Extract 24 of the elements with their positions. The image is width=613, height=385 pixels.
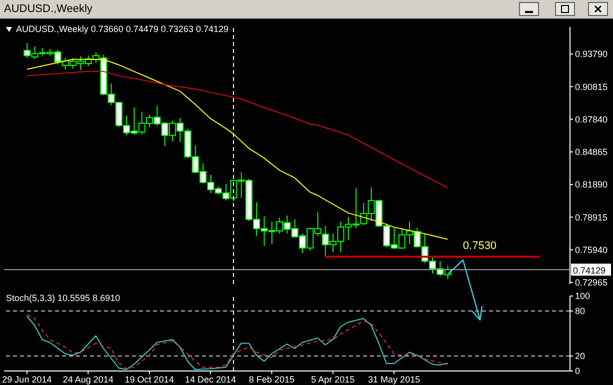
- y-tick-label: 0.84865: [575, 147, 608, 158]
- chart-subtitle: AUDUSD.,Weekly 0.73660 0.74479 0.73263 0.74129: [16, 24, 228, 34]
- annotation: 0.7530: [462, 240, 497, 252]
- chart-title: AUDUSD.,Weekly: [4, 3, 92, 15]
- y-tick-label: 80: [575, 306, 586, 316]
- x-tick-label: 31 May 2015: [368, 374, 420, 384]
- x-tick-label: 8 Feb 2015: [248, 374, 294, 384]
- ref-line-label: 0.74129: [573, 266, 606, 276]
- y-tick-label: 0.87840: [575, 114, 608, 124]
- y-tick-label: 0: [575, 366, 580, 376]
- chart-title: Stoch(5,3,3) 10.5595 8.6910: [6, 293, 120, 303]
- y-tick-label: 0.72965: [575, 278, 608, 288]
- y-tick-label: 0.81890: [575, 180, 608, 190]
- y-tick-label: 0.93790: [575, 49, 608, 60]
- x-tick-label: 29 Jun 2014: [2, 374, 52, 384]
- y-tick-label: 0.78915: [575, 212, 608, 222]
- x-tick-label: 19 Oct 2014: [124, 374, 174, 384]
- y-tick-label: 100: [575, 291, 590, 302]
- x-tick-label: 5 Apr 2015: [311, 374, 355, 384]
- y-tick-label: 0.90815: [575, 82, 608, 92]
- x-tick-label: 24 Aug 2014: [62, 374, 114, 384]
- y-tick-label: 0.75940: [575, 244, 608, 255]
- y-tick-label: 20: [575, 351, 586, 362]
- x-tick-label: 14 Dec 2014: [184, 374, 236, 384]
